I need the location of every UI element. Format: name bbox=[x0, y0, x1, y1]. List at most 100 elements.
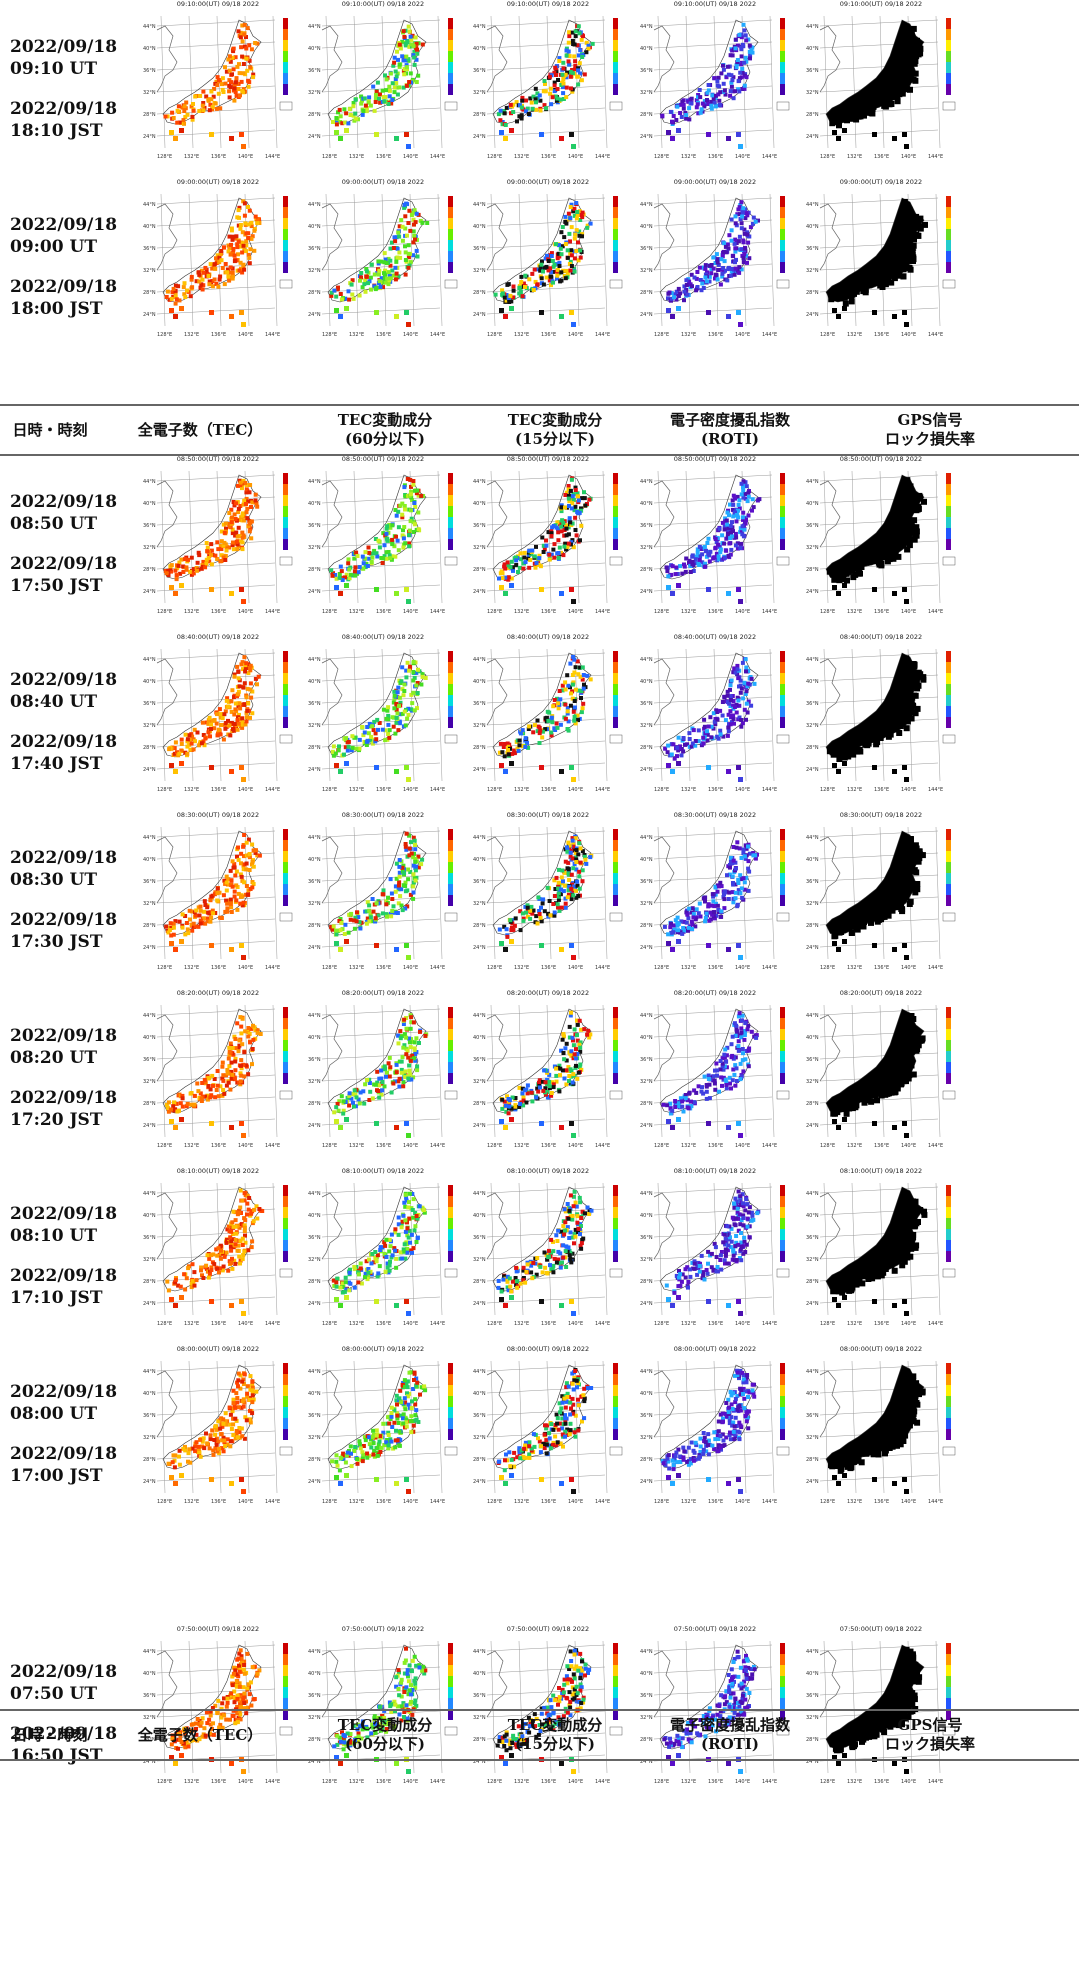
lat-label: 36°N bbox=[806, 68, 819, 74]
lat-label: 32°N bbox=[308, 901, 321, 907]
lon-label: 136°E bbox=[541, 332, 556, 338]
lat-label: 28°N bbox=[640, 290, 653, 296]
lon-label: 136°E bbox=[541, 154, 556, 160]
lon-label: 140°E bbox=[238, 1779, 253, 1785]
map-title: 09:10:00(UT) 09/18 2022 bbox=[341, 0, 425, 8]
map-title: 08:10:00(UT) 09/18 2022 bbox=[839, 1167, 923, 1175]
lon-label: 128°E bbox=[157, 1499, 172, 1505]
lat-label: 28°N bbox=[308, 923, 321, 929]
lon-label: 144°E bbox=[928, 787, 943, 793]
map-canvas: 44°N 40°N 36°N 32°N 28°N 24°N 128°E 132°E 136°E 1… bbox=[143, 1360, 293, 1505]
map-canvas: 44°N 40°N 36°N 32°N 28°N 24°N 128°E 132°E 136°E 1… bbox=[143, 648, 293, 793]
lat-label: 28°N bbox=[308, 1101, 321, 1107]
time-label: 2022/09/18 07:50 UT 2022/09/18 16:50 JST bbox=[10, 1625, 140, 1803]
lon-label: 128°E bbox=[322, 332, 337, 338]
lat-label: 44°N bbox=[640, 657, 653, 663]
lat-label: 36°N bbox=[806, 879, 819, 885]
lat-label: 40°N bbox=[806, 46, 819, 52]
map-canvas: 44°N 40°N 36°N 32°N 28°N 24°N 128°E 132°E 136°E 1… bbox=[806, 826, 956, 971]
lon-label: 136°E bbox=[541, 1321, 556, 1327]
lon-label: 140°E bbox=[238, 332, 253, 338]
roti-map: 08:50:00(UT) 09/18 2022 44°N 40°N 36°N 32°N 2… bbox=[640, 455, 790, 630]
lon-label: 128°E bbox=[654, 1499, 669, 1505]
lon-label: 140°E bbox=[238, 787, 253, 793]
map-title: 08:10:00(UT) 09/18 2022 bbox=[506, 1167, 590, 1175]
dtec15-map: 08:00:00(UT) 09/18 2022 44°N 40°N 36°N 32°N 2… bbox=[473, 1345, 623, 1520]
lat-label: 36°N bbox=[640, 68, 653, 74]
lat-label: 24°N bbox=[473, 767, 486, 773]
map-title: 08:20:00(UT) 09/18 2022 bbox=[506, 989, 590, 997]
tec-map: 08:30:00(UT) 09/18 2022 44°N 40°N 36°N 32°N 2… bbox=[143, 811, 293, 986]
roti-map: 07:50:00(UT) 09/18 2022 44°N 40°N 36°N 32°N 2… bbox=[640, 1625, 790, 1800]
map-canvas: 44°N 40°N 36°N 32°N 28°N 24°N 128°E 132°E 136°E 1… bbox=[143, 1640, 293, 1785]
lon-label: 144°E bbox=[595, 1499, 610, 1505]
lon-label: 144°E bbox=[928, 1779, 943, 1785]
lat-label: 36°N bbox=[308, 68, 321, 74]
roti-map: 08:30:00(UT) 09/18 2022 44°N 40°N 36°N 32°N 2… bbox=[640, 811, 790, 986]
lon-label: 140°E bbox=[403, 965, 418, 971]
lon-label: 140°E bbox=[403, 787, 418, 793]
lat-label: 44°N bbox=[640, 1191, 653, 1197]
lon-label: 128°E bbox=[820, 1779, 835, 1785]
lon-label: 136°E bbox=[708, 1779, 723, 1785]
lat-label: 24°N bbox=[143, 1479, 156, 1485]
lat-label: 24°N bbox=[640, 1759, 653, 1765]
column-header: 電子密度擾乱指数 (ROTI) bbox=[669, 1716, 790, 1753]
map-canvas: 44°N 40°N 36°N 32°N 28°N 24°N 128°E 132°E 136°E 1… bbox=[473, 1182, 623, 1327]
lat-label: 44°N bbox=[473, 657, 486, 663]
lat-label: 24°N bbox=[640, 589, 653, 595]
lon-label: 140°E bbox=[568, 1499, 583, 1505]
map-canvas: 44°N 40°N 36°N 32°N 28°N 24°N 128°E 132°E 136°E 1… bbox=[640, 1640, 790, 1785]
lon-label: 132°E bbox=[681, 1499, 696, 1505]
lon-label: 136°E bbox=[376, 1779, 391, 1785]
lon-label: 132°E bbox=[184, 1321, 199, 1327]
lon-label: 136°E bbox=[708, 332, 723, 338]
lon-label: 128°E bbox=[487, 1499, 502, 1505]
map-canvas: 44°N 40°N 36°N 32°N 28°N 24°N 128°E 132°E 136°E 1… bbox=[308, 193, 458, 338]
map-title: 09:00:00(UT) 09/18 2022 bbox=[839, 178, 923, 186]
lat-label: 40°N bbox=[473, 1671, 486, 1677]
lon-label: 132°E bbox=[349, 154, 364, 160]
lat-label: 44°N bbox=[640, 1013, 653, 1019]
lat-label: 40°N bbox=[806, 1671, 819, 1677]
lon-label: 136°E bbox=[541, 1143, 556, 1149]
lat-label: 44°N bbox=[640, 24, 653, 30]
lat-label: 40°N bbox=[806, 1213, 819, 1219]
lat-label: 36°N bbox=[806, 1057, 819, 1063]
lon-label: 140°E bbox=[735, 154, 750, 160]
lat-label: 36°N bbox=[473, 1235, 486, 1241]
lon-label: 140°E bbox=[403, 154, 418, 160]
lon-label: 144°E bbox=[265, 154, 280, 160]
lon-label: 128°E bbox=[654, 332, 669, 338]
lat-label: 32°N bbox=[308, 1257, 321, 1263]
lon-label: 140°E bbox=[238, 609, 253, 615]
map-canvas: 44°N 40°N 36°N 32°N 28°N 24°N 128°E 132°E 136°E 1… bbox=[640, 193, 790, 338]
lat-label: 28°N bbox=[143, 112, 156, 118]
lat-label: 36°N bbox=[640, 1057, 653, 1063]
lon-label: 144°E bbox=[595, 1143, 610, 1149]
lat-label: 40°N bbox=[640, 501, 653, 507]
ut-time: 2022/09/18 09:10 UT bbox=[10, 37, 118, 79]
map-canvas: 44°N 40°N 36°N 32°N 28°N 24°N 128°E 132°E 136°E 1… bbox=[308, 1640, 458, 1785]
lon-label: 136°E bbox=[874, 1499, 889, 1505]
lat-label: 28°N bbox=[143, 1457, 156, 1463]
time-label: 2022/09/18 08:00 UT 2022/09/18 17:00 JST bbox=[10, 1345, 140, 1523]
lat-label: 28°N bbox=[308, 1279, 321, 1285]
lat-label: 44°N bbox=[308, 1649, 321, 1655]
lat-label: 32°N bbox=[143, 901, 156, 907]
time-label: 2022/09/18 08:30 UT 2022/09/18 17:30 JST bbox=[10, 811, 140, 989]
column-header: 日時・時刻 bbox=[12, 420, 88, 439]
map-title: 07:50:00(UT) 09/18 2022 bbox=[341, 1625, 425, 1633]
lon-label: 144°E bbox=[595, 154, 610, 160]
map-canvas: 44°N 40°N 36°N 32°N 28°N 24°N 128°E 132°E 136°E 1… bbox=[640, 1360, 790, 1505]
lon-label: 128°E bbox=[820, 1321, 835, 1327]
dtec60-map: 08:40:00(UT) 09/18 2022 44°N 40°N 36°N 32°N 2… bbox=[308, 633, 458, 808]
lon-label: 136°E bbox=[874, 965, 889, 971]
lat-label: 32°N bbox=[308, 268, 321, 274]
lon-label: 140°E bbox=[568, 1779, 583, 1785]
dtec15-map: 09:10:00(UT) 09/18 2022 44°N 40°N 36°N 32°N 2… bbox=[473, 0, 623, 175]
lat-label: 32°N bbox=[308, 545, 321, 551]
map-title: 09:10:00(UT) 09/18 2022 bbox=[176, 0, 260, 8]
lat-label: 32°N bbox=[143, 1435, 156, 1441]
lon-label: 136°E bbox=[541, 1779, 556, 1785]
